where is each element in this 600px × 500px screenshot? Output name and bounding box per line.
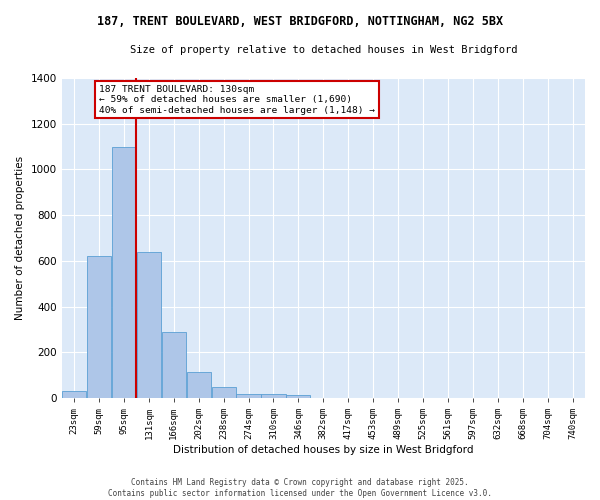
Bar <box>62 392 86 398</box>
Text: 187, TRENT BOULEVARD, WEST BRIDGFORD, NOTTINGHAM, NG2 5BX: 187, TRENT BOULEVARD, WEST BRIDGFORD, NO… <box>97 15 503 28</box>
Title: Size of property relative to detached houses in West Bridgford: Size of property relative to detached ho… <box>130 45 517 55</box>
Bar <box>87 256 111 398</box>
Y-axis label: Number of detached properties: Number of detached properties <box>15 156 25 320</box>
Bar <box>137 252 161 398</box>
Bar <box>236 394 260 398</box>
Bar <box>262 394 286 398</box>
Bar <box>212 388 236 398</box>
X-axis label: Distribution of detached houses by size in West Bridgford: Distribution of detached houses by size … <box>173 445 473 455</box>
Text: Contains HM Land Registry data © Crown copyright and database right 2025.
Contai: Contains HM Land Registry data © Crown c… <box>108 478 492 498</box>
Text: 187 TRENT BOULEVARD: 130sqm
← 59% of detached houses are smaller (1,690)
40% of : 187 TRENT BOULEVARD: 130sqm ← 59% of det… <box>99 85 375 114</box>
Bar <box>112 146 136 398</box>
Bar <box>286 394 310 398</box>
Bar <box>187 372 211 398</box>
Bar <box>162 332 186 398</box>
